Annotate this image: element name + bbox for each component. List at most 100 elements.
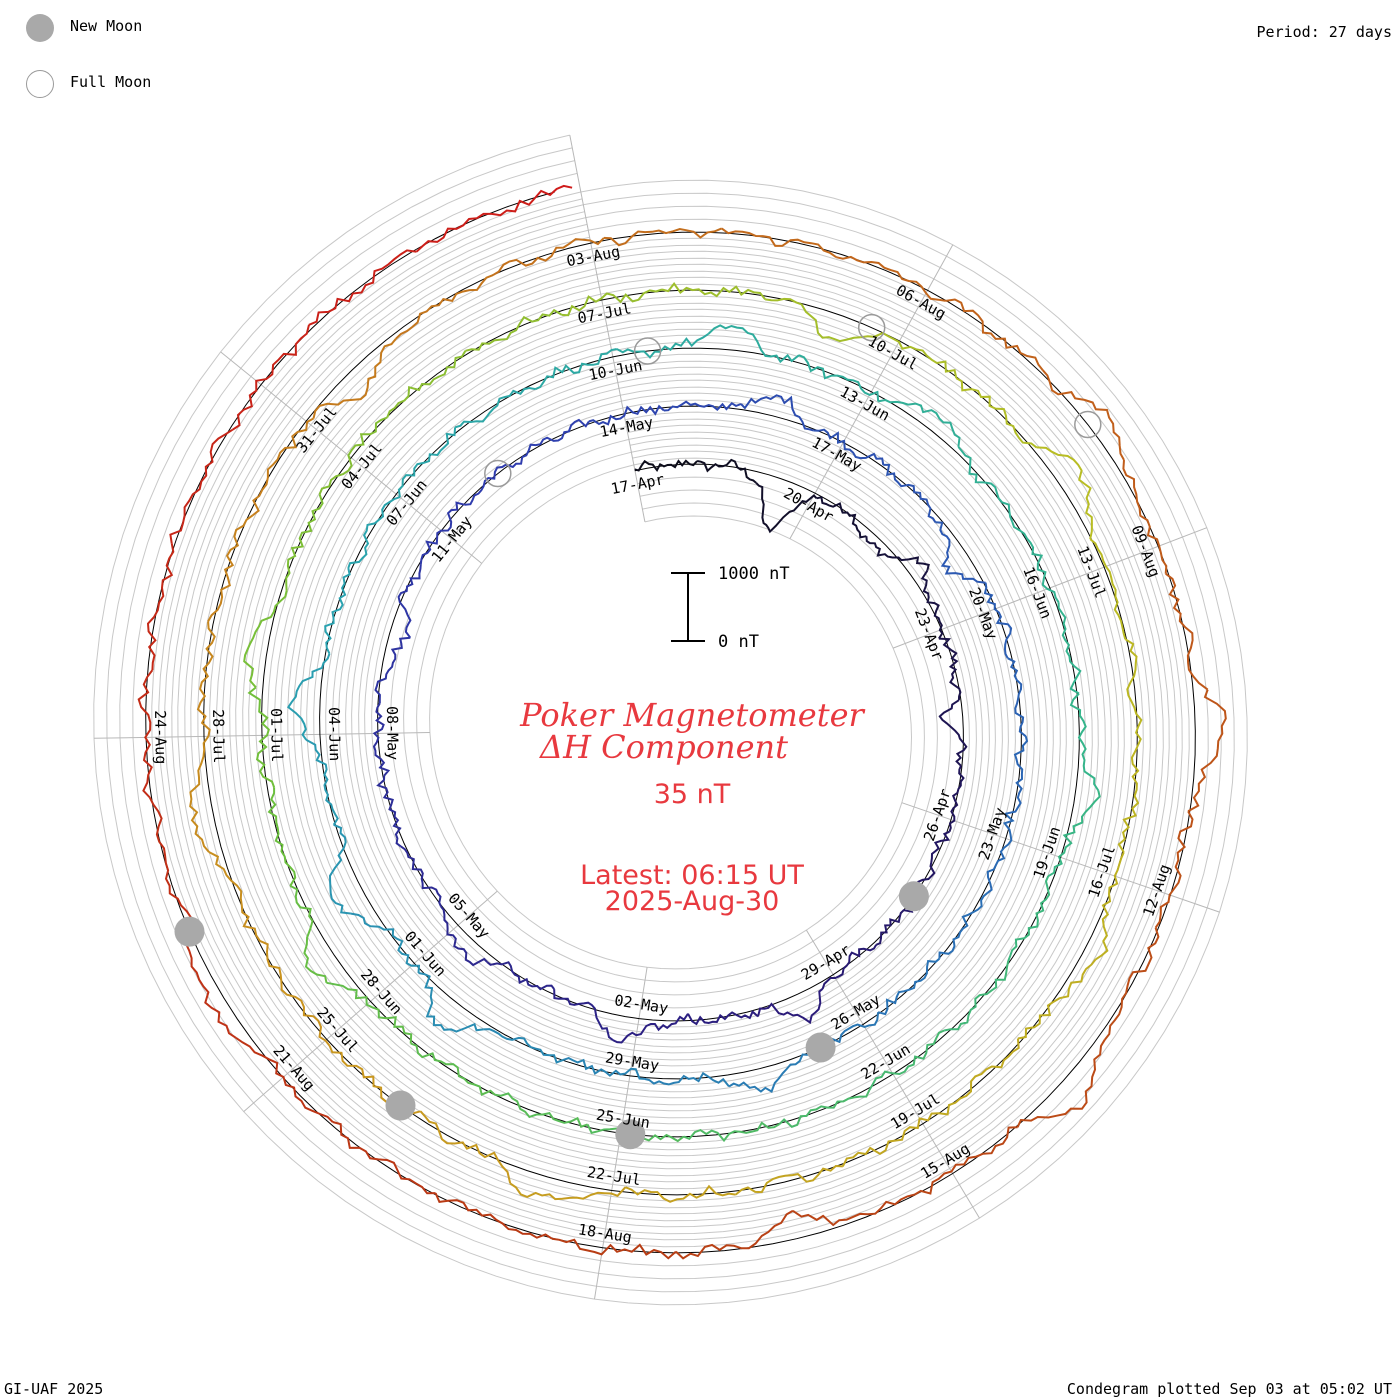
data-line-segment [1007,875,1051,962]
data-line-segment [878,398,961,448]
data-line-segment [868,1029,945,1091]
data-line-segment [146,543,175,671]
data-line-segment [1104,927,1160,1041]
data-line-segment [415,197,536,253]
data-line-segment [1124,638,1143,746]
data-line-segment [397,564,422,639]
data-line-segment [778,1089,871,1128]
data-line-segment [792,1193,915,1227]
data-line-segment [397,427,457,498]
data-line-segment [1057,602,1082,695]
full-moon-icon [26,70,54,98]
data-line-segment [634,459,698,473]
data-line-segment [189,735,210,853]
data-line-segment [1042,369,1125,461]
data-line-segment [935,521,986,584]
date-label: 15-Aug [917,1139,973,1182]
moon-markers [174,313,1102,1150]
data-line-segment [821,944,878,990]
grid-ring [158,198,1183,1241]
data-line-segment [267,787,297,887]
date-label: 28-Jul [209,709,228,763]
data-line-segment [509,1182,627,1201]
new-moon-marker [174,916,205,947]
data-line-segment [675,1209,794,1260]
date-label: 07-Jul [576,299,633,327]
data-line-segment [728,1053,808,1093]
data-series [137,184,1227,1260]
data-line-segment [454,386,536,429]
data-line-segment [1004,736,1029,815]
data-line-segment [835,255,946,302]
data-line-segment [483,1028,564,1064]
data-line-segment [883,463,937,523]
grid-ring [171,211,1170,1228]
data-line-segment [169,428,234,544]
grid-ring [119,160,1222,1280]
date-label: 03-Aug [565,242,622,270]
data-line-segment [521,418,590,459]
data-line-segment [1165,572,1209,691]
data-line-segment [324,567,351,655]
data-line-segment [534,184,573,199]
new-moon-marker [615,1119,646,1150]
date-label: 04-Jun [325,707,344,761]
data-line-segment [235,1036,334,1123]
date-label: 19-Jul [887,1090,943,1133]
data-line-segment [486,961,555,991]
data-line-segment [616,333,709,359]
data-line-segment [841,1112,940,1167]
data-line-segment [1007,657,1027,738]
data-line-segment [376,775,402,848]
latest-date: 2025-Aug-30 [605,886,780,917]
data-line-segment [305,739,339,826]
data-line-segment [326,981,413,1044]
data-line-segment [410,1042,496,1096]
data-line-segment [252,417,314,517]
data-line-segment [943,960,1010,1032]
data-line-segment [955,377,1038,449]
data-line-segment [612,1013,689,1044]
credit-label: GI-UAF 2025 [4,1380,104,1398]
data-line-segment [1154,810,1194,929]
data-line-segment [208,851,269,953]
date-label: 14-May [598,413,655,441]
data-line-segment [328,823,351,915]
period-label: Period: 27 days [1256,23,1392,41]
data-line-segment [948,765,965,833]
data-line-segment [865,536,930,571]
data-line-segment [137,669,154,799]
data-line-segment [561,288,663,317]
scale-bar: 1000 nT 0 nT [671,564,790,652]
data-line-segment [434,1192,553,1240]
data-line-segment [588,404,665,426]
data-line-segment [757,988,824,1025]
data-line-segment [312,338,397,419]
data-line-segment [332,1121,436,1195]
data-line-segment [372,702,391,777]
plotted-timestamp: Condegram plotted Sep 03 at 05:02 UT [1066,1380,1392,1398]
data-line-segment [494,1092,588,1128]
latest-time: Latest: 06:15 UT [580,860,804,891]
data-line-segment [735,1164,843,1196]
data-line-segment [395,274,494,340]
data-line-segment [266,952,331,1047]
data-line-segment [232,324,310,431]
data-line-segment [374,636,411,704]
spiral-baseline [145,191,1196,1254]
data-line-segment [535,348,617,391]
data-line-segment [813,428,885,466]
data-line-segment [464,456,524,506]
data-line-segment [957,446,1014,523]
legend-new-moon-label: New Moon [70,17,143,35]
baseline-spiral [145,191,1196,1254]
data-line-segment [419,501,466,565]
scale-top-label: 1000 nT [718,564,790,584]
data-line-segment [418,972,484,1033]
data-line-segment [603,227,723,247]
grid-ring [132,172,1209,1267]
chart-title-line2: ΔH Component [538,728,788,766]
data-line-segment [986,813,1015,894]
data-line-segment [1011,521,1060,603]
data-line-segment [551,1237,677,1260]
